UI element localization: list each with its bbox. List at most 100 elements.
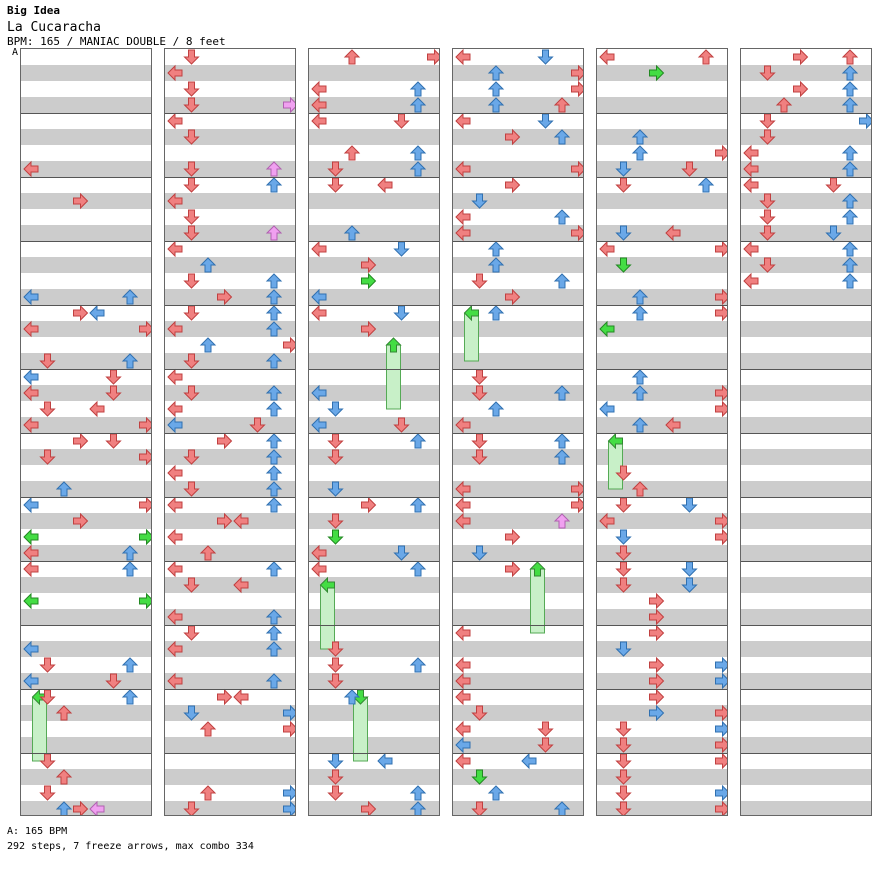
down-arrow-icon — [183, 161, 200, 177]
left-arrow-icon — [455, 512, 471, 530]
right-arrow-icon — [649, 656, 665, 674]
up-arrow-icon — [265, 273, 283, 289]
left-arrow-icon — [599, 240, 615, 258]
right-arrow-icon — [649, 608, 665, 626]
right-arrow-icon — [571, 80, 583, 98]
measure-line — [597, 561, 727, 562]
measure-line — [741, 753, 871, 754]
right-arrow-icon — [73, 304, 89, 322]
up-arrow-icon — [55, 801, 73, 815]
down-arrow-icon — [615, 577, 632, 593]
up-arrow-icon — [121, 353, 139, 369]
measure-line — [597, 241, 727, 242]
measure-line — [21, 113, 151, 114]
up-arrow-icon — [631, 289, 649, 305]
up-arrow-icon — [631, 145, 649, 161]
measure-line — [453, 753, 583, 754]
up-arrow-icon — [121, 289, 139, 305]
up-arrow-icon — [265, 561, 283, 577]
down-arrow-icon — [615, 641, 632, 657]
down-arrow-icon — [183, 449, 200, 465]
down-arrow-icon — [471, 273, 488, 289]
right-arrow-icon — [859, 112, 871, 130]
right-arrow-icon — [73, 432, 89, 450]
right-arrow-icon — [715, 656, 727, 674]
down-arrow-icon — [681, 497, 698, 513]
measure-line — [453, 433, 583, 434]
right-arrow-icon — [715, 400, 727, 418]
down-arrow-icon — [615, 177, 632, 193]
up-arrow-icon — [775, 97, 793, 113]
up-arrow-icon — [841, 81, 859, 97]
left-arrow-icon — [455, 49, 471, 66]
down-arrow-icon — [759, 209, 776, 225]
left-arrow-icon — [233, 512, 249, 530]
right-arrow-icon — [715, 240, 727, 258]
measure-line — [453, 689, 583, 690]
measure-line — [21, 241, 151, 242]
measure-line — [453, 241, 583, 242]
left-arrow-icon — [455, 416, 471, 434]
left-arrow-icon — [167, 112, 183, 130]
right-arrow-icon — [715, 144, 727, 162]
down-arrow-icon — [183, 49, 200, 65]
left-arrow-icon — [311, 96, 327, 114]
right-arrow-icon — [139, 528, 151, 546]
up-arrow-icon — [121, 545, 139, 561]
measure-line — [309, 113, 439, 114]
right-arrow-icon — [361, 800, 377, 815]
right-arrow-icon — [715, 672, 727, 690]
left-arrow-icon — [599, 512, 615, 530]
up-arrow-icon — [409, 145, 427, 161]
down-arrow-icon — [615, 769, 632, 785]
measure-line — [309, 177, 439, 178]
up-arrow-icon — [409, 497, 427, 513]
up-arrow-icon — [487, 257, 505, 273]
measure-line — [165, 497, 295, 498]
down-arrow-icon — [39, 785, 56, 801]
left-arrow-icon — [521, 752, 537, 770]
measure-line — [453, 113, 583, 114]
measure-line — [165, 305, 295, 306]
freeze-arrow-icon — [31, 688, 47, 762]
down-arrow-icon — [183, 577, 200, 593]
bpm-marker-label: A — [12, 47, 19, 58]
down-arrow-icon — [105, 433, 122, 449]
up-arrow-icon — [265, 609, 283, 625]
up-arrow-icon — [55, 705, 73, 721]
left-arrow-icon — [455, 624, 471, 642]
down-arrow-icon — [183, 273, 200, 289]
up-arrow-icon — [409, 561, 427, 577]
bpm-label: BPM: 165 — [7, 35, 60, 48]
measure-line — [741, 625, 871, 626]
up-arrow-icon — [841, 145, 859, 161]
measure-line — [21, 497, 151, 498]
measure-line — [597, 433, 727, 434]
right-arrow-icon — [649, 64, 665, 82]
up-arrow-icon — [265, 289, 283, 305]
up-arrow-icon — [265, 449, 283, 465]
down-arrow-icon — [249, 417, 266, 433]
right-arrow-icon — [715, 784, 727, 802]
down-arrow-icon — [759, 193, 776, 209]
down-arrow-icon — [759, 129, 776, 145]
mode-label: MANIAC DOUBLE — [79, 35, 166, 48]
up-arrow-icon — [265, 625, 283, 641]
measure-line — [309, 753, 439, 754]
chart-column-6 — [740, 48, 872, 816]
measure-line — [597, 625, 727, 626]
down-arrow-icon — [759, 65, 776, 81]
down-arrow-icon — [183, 481, 200, 497]
freeze-arrow-icon — [352, 689, 369, 762]
right-arrow-icon — [217, 688, 233, 706]
measure-line — [741, 689, 871, 690]
left-arrow-icon — [89, 800, 105, 815]
up-arrow-icon — [487, 785, 505, 801]
bpm-legend: A: 165 BPM — [7, 826, 68, 837]
measure-line — [309, 625, 439, 626]
left-arrow-icon — [599, 49, 615, 66]
left-arrow-icon — [167, 640, 183, 658]
up-arrow-icon — [265, 641, 283, 657]
measure-line — [453, 497, 583, 498]
left-arrow-icon — [23, 320, 39, 338]
